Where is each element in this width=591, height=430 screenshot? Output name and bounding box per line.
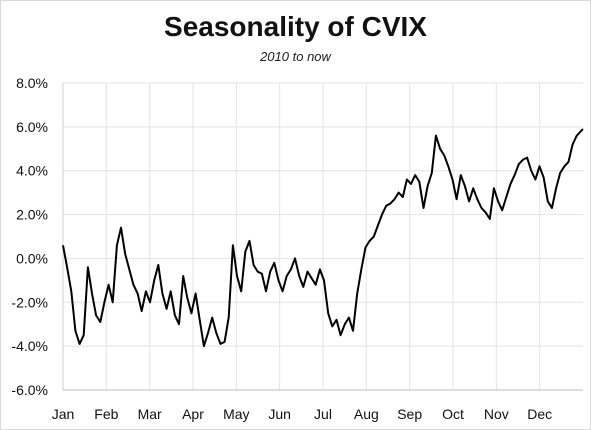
x-tick-label: Jan	[52, 406, 75, 422]
x-tick-label: Mar	[138, 406, 162, 422]
chart-grid	[63, 82, 583, 391]
x-tick-label: Oct	[442, 406, 464, 422]
y-tick-label: -2.0%	[11, 294, 48, 310]
chart-tick-labels: 8.0% 6.0% 4.0% 2.0% 0.0% -2.0% -4.0% -6.0%Jan Fe…	[11, 75, 552, 422]
chart-series	[62, 128, 584, 348]
y-tick-label: 2.0%	[16, 207, 48, 223]
y-tick-label: 0.0%	[16, 250, 48, 266]
x-tick-label: Sep	[397, 406, 422, 422]
chart-subtitle: 2010 to now	[260, 49, 331, 64]
x-tick-label: Jul	[314, 406, 332, 422]
series-line	[62, 128, 584, 348]
y-tick-label: -4.0%	[11, 338, 48, 354]
y-tick-label: 4.0%	[16, 163, 48, 179]
y-tick-label: 6.0%	[16, 119, 48, 135]
x-tick-label: Dec	[527, 406, 552, 422]
x-tick-label: Nov	[484, 406, 509, 422]
chart-axes	[62, 83, 583, 391]
x-tick-label: May	[223, 406, 249, 422]
x-tick-label: Feb	[94, 406, 118, 422]
x-tick-label: Apr	[182, 406, 204, 422]
y-tick-label: -6.0%	[11, 382, 48, 398]
x-tick-label: Jun	[268, 406, 291, 422]
chart-title: Seasonality of CVIX	[164, 11, 427, 42]
x-tick-label: Aug	[354, 406, 379, 422]
y-tick-label: 8.0%	[16, 75, 48, 91]
